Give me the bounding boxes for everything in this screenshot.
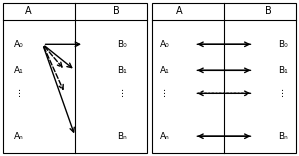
Text: B₁: B₁ <box>118 66 127 75</box>
Text: B₁: B₁ <box>278 66 288 75</box>
Text: ⋮: ⋮ <box>118 89 127 98</box>
Text: A: A <box>176 6 183 16</box>
Text: B: B <box>265 6 271 16</box>
Text: ⋮: ⋮ <box>161 89 170 98</box>
Text: A₁: A₁ <box>160 66 170 75</box>
Text: A₀: A₀ <box>160 40 170 49</box>
Text: Bₙ: Bₙ <box>278 132 288 141</box>
Text: B₀: B₀ <box>118 40 127 49</box>
Text: Aₙ: Aₙ <box>14 132 24 141</box>
Text: Aₙ: Aₙ <box>160 132 170 141</box>
Text: ⋮: ⋮ <box>15 89 24 98</box>
Text: A₁: A₁ <box>14 66 24 75</box>
Text: ⋮: ⋮ <box>278 89 287 98</box>
Text: A₀: A₀ <box>14 40 24 49</box>
Text: B₀: B₀ <box>278 40 288 49</box>
Text: Bₙ: Bₙ <box>118 132 127 141</box>
Text: B: B <box>113 6 120 16</box>
Text: A: A <box>25 6 31 16</box>
